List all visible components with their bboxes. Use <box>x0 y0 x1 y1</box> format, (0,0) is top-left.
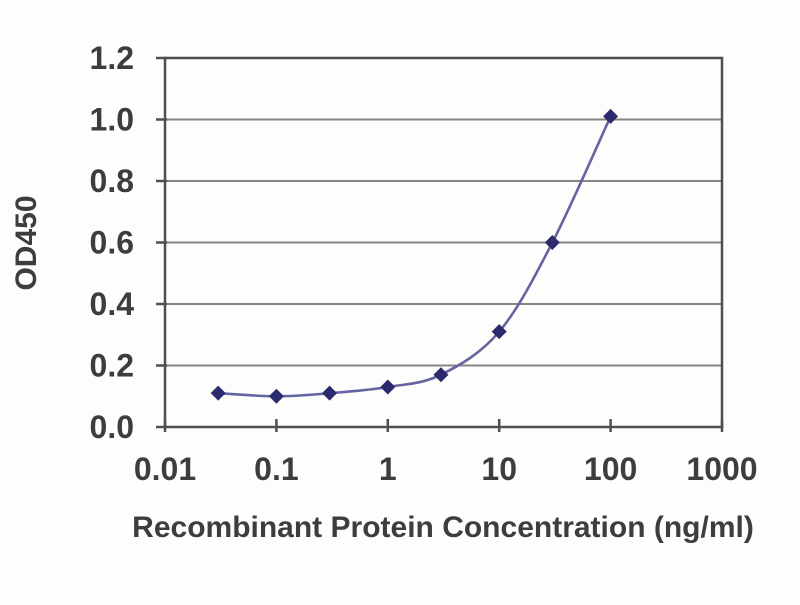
x-axis-title: Recombinant Protein Concentration (ng/ml… <box>132 511 754 544</box>
x-tick-label: 1 <box>379 451 397 487</box>
data-point-marker <box>433 367 449 383</box>
y-tick-label: 1.0 <box>90 102 134 138</box>
y-tick-label: 0.4 <box>90 286 135 322</box>
x-tick-label: 1000 <box>686 451 757 487</box>
data-point-marker <box>268 388 284 404</box>
y-tick-label: 1.2 <box>90 40 134 76</box>
data-point-marker <box>544 235 560 250</box>
x-tick-label: 100 <box>584 451 637 487</box>
y-tick-label: 0.8 <box>90 163 134 199</box>
data-point-marker <box>491 324 507 340</box>
y-tick-label: 0.6 <box>90 225 134 261</box>
y-tick-label: 0.2 <box>90 348 134 384</box>
data-point-marker <box>322 385 338 401</box>
y-tick-label: 0.0 <box>90 409 134 445</box>
data-point-marker <box>380 379 396 395</box>
x-tick-label: 0.01 <box>134 451 196 487</box>
y-axis-title: OD450 <box>10 195 43 290</box>
data-point-marker <box>603 108 619 124</box>
data-point-marker <box>210 385 226 401</box>
series-line <box>216 115 612 398</box>
x-tick-label: 10 <box>481 451 517 487</box>
x-tick-label: 0.1 <box>254 451 298 487</box>
